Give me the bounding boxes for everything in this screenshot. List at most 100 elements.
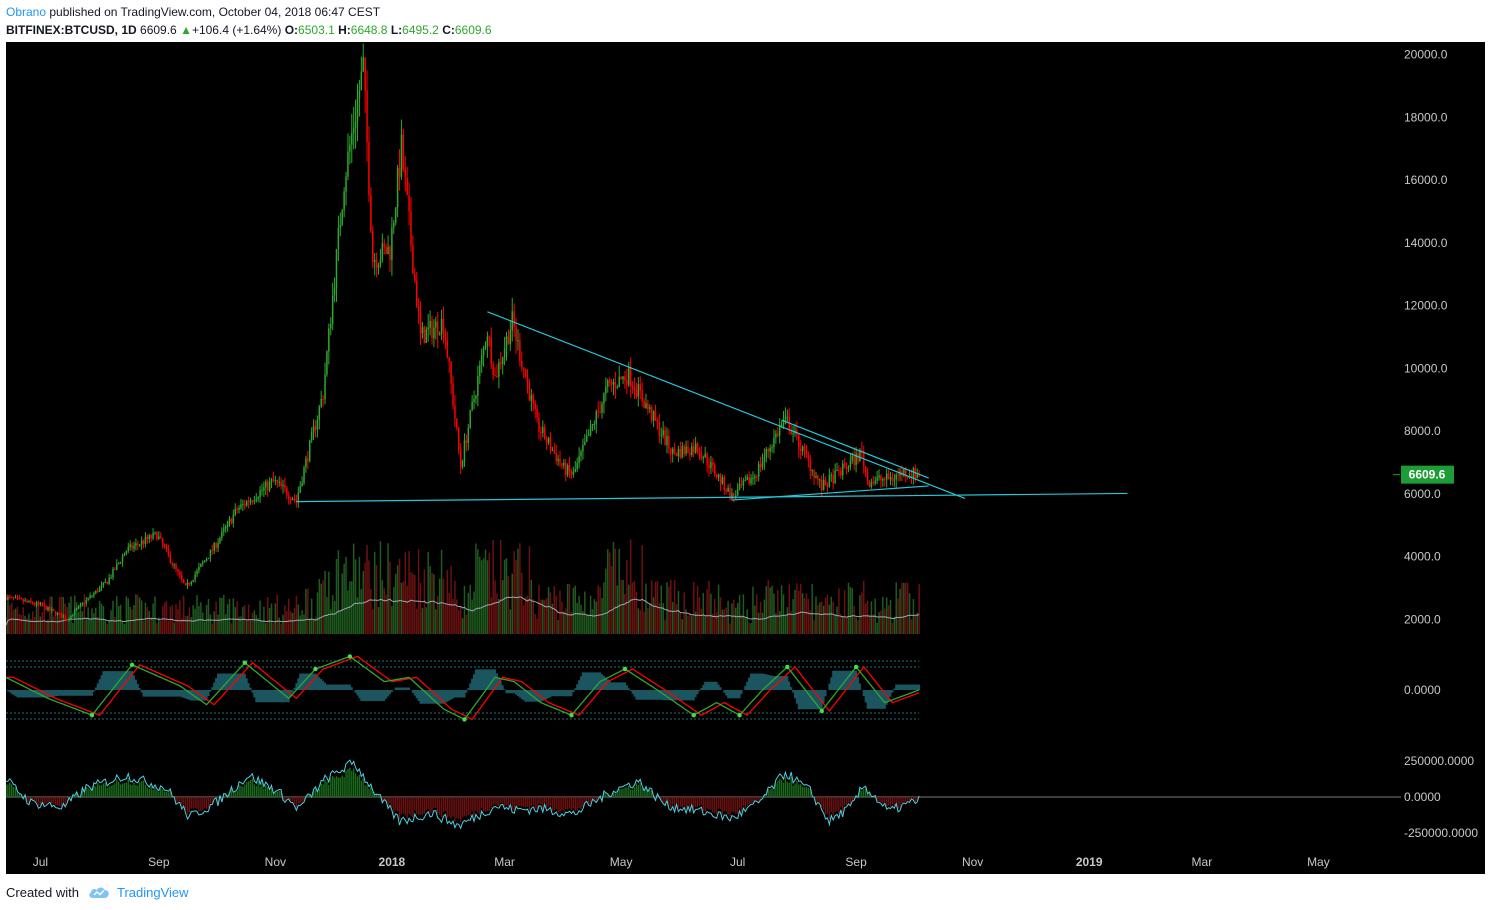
- candle: [112, 567, 114, 581]
- candle: [133, 541, 135, 553]
- volume-bar: [408, 551, 410, 634]
- candle: [79, 602, 82, 608]
- volume-bar: [459, 605, 462, 634]
- candle: [236, 506, 238, 514]
- chart-area[interactable]: 20000.0 18000.0 16000.0 14000.0 12000.0 10000…: [6, 42, 1485, 874]
- volume-bar: [819, 602, 821, 634]
- time-tick-label: 2018: [379, 855, 406, 869]
- candle: [49, 605, 51, 611]
- candle: [723, 475, 726, 496]
- candle: [16, 595, 19, 600]
- volume-bar: [549, 592, 552, 634]
- volume-bar: [815, 596, 817, 634]
- volume-bar: [213, 611, 215, 634]
- candle: [708, 457, 710, 477]
- candle: [440, 309, 443, 341]
- candle: [576, 457, 578, 472]
- volume-bar: [761, 612, 764, 634]
- tradingview-link[interactable]: TradingView: [117, 885, 189, 900]
- volume-bar: [748, 622, 750, 634]
- close-value: 6609.6: [454, 23, 492, 37]
- volume-bar: [385, 594, 387, 634]
- candle: [820, 475, 823, 497]
- volume-bar: [626, 559, 628, 634]
- candle: [33, 602, 36, 607]
- volume-bar: [486, 560, 489, 634]
- candle: [396, 164, 399, 218]
- candle: [400, 119, 403, 180]
- candle: [330, 317, 332, 336]
- trendline[interactable]: [487, 311, 966, 500]
- candle: [81, 602, 84, 607]
- candle: [471, 395, 473, 412]
- candle: [56, 611, 59, 617]
- candle: [393, 219, 395, 235]
- candle: [761, 453, 764, 471]
- volume-bar: [316, 592, 319, 634]
- volume-bar: [769, 587, 771, 634]
- candle: [870, 478, 873, 489]
- volume-bar: [723, 609, 726, 634]
- volume-bar: [114, 617, 116, 634]
- candle: [205, 557, 208, 562]
- candle: [26, 598, 28, 604]
- candle: [754, 473, 756, 485]
- volume-bar: [671, 602, 674, 634]
- price-change: +106.4 (+1.64%): [191, 23, 282, 37]
- candle: [757, 461, 760, 482]
- tradingview-cloud-icon[interactable]: [88, 885, 110, 899]
- candle: [240, 498, 242, 510]
- volume-bar: [446, 570, 449, 634]
- candle: [633, 377, 636, 399]
- volume-bar: [647, 607, 649, 634]
- candle: [658, 413, 661, 444]
- chart-canvas[interactable]: 20000.0 18000.0 16000.0 14000.0 12000.0 10000…: [6, 42, 1485, 874]
- volume-bar: [612, 541, 615, 634]
- volume-bar: [328, 571, 330, 634]
- volume-bar: [305, 589, 307, 634]
- cross-dot: [853, 664, 859, 670]
- time-tick-label: Sep: [845, 855, 867, 869]
- candle: [847, 465, 850, 473]
- candle: [60, 612, 63, 618]
- volume-bar: [484, 549, 487, 634]
- candle: [538, 412, 540, 440]
- volume-bar: [492, 540, 494, 634]
- volume-bar: [301, 610, 303, 634]
- volume-bar: [404, 552, 407, 634]
- price-tick-label: 20000.0: [1404, 48, 1448, 62]
- candle: [809, 455, 812, 480]
- candle: [458, 426, 460, 455]
- trendline[interactable]: [781, 419, 929, 479]
- volume-bar: [425, 607, 428, 634]
- volume-bar: [406, 585, 408, 634]
- author-link[interactable]: Obrano: [6, 5, 47, 19]
- candle: [398, 149, 401, 191]
- candle: [771, 444, 773, 453]
- trendline[interactable]: [296, 492, 1128, 503]
- volume-bar: [746, 609, 748, 634]
- volume-bar: [289, 611, 292, 634]
- candle: [687, 440, 689, 454]
- candle: [673, 442, 676, 456]
- time-tick-label: Sep: [148, 855, 170, 869]
- volume-bar: [81, 611, 84, 634]
- candle: [696, 441, 699, 455]
- volume-bar: [402, 581, 405, 634]
- volume-bar: [505, 558, 508, 634]
- trendline[interactable]: [731, 485, 929, 501]
- candle: [885, 468, 888, 488]
- volume-bar: [607, 549, 609, 634]
- candle: [585, 429, 588, 443]
- volume-bar: [106, 623, 108, 634]
- candle: [100, 581, 103, 591]
- volume-bar: [570, 611, 573, 634]
- candle: [721, 474, 724, 485]
- volume-bar: [324, 570, 326, 634]
- candle: [813, 469, 815, 485]
- candle: [72, 613, 74, 618]
- volume-bar: [721, 609, 724, 634]
- candle: [671, 446, 674, 463]
- candle: [215, 542, 217, 552]
- candle: [501, 356, 504, 375]
